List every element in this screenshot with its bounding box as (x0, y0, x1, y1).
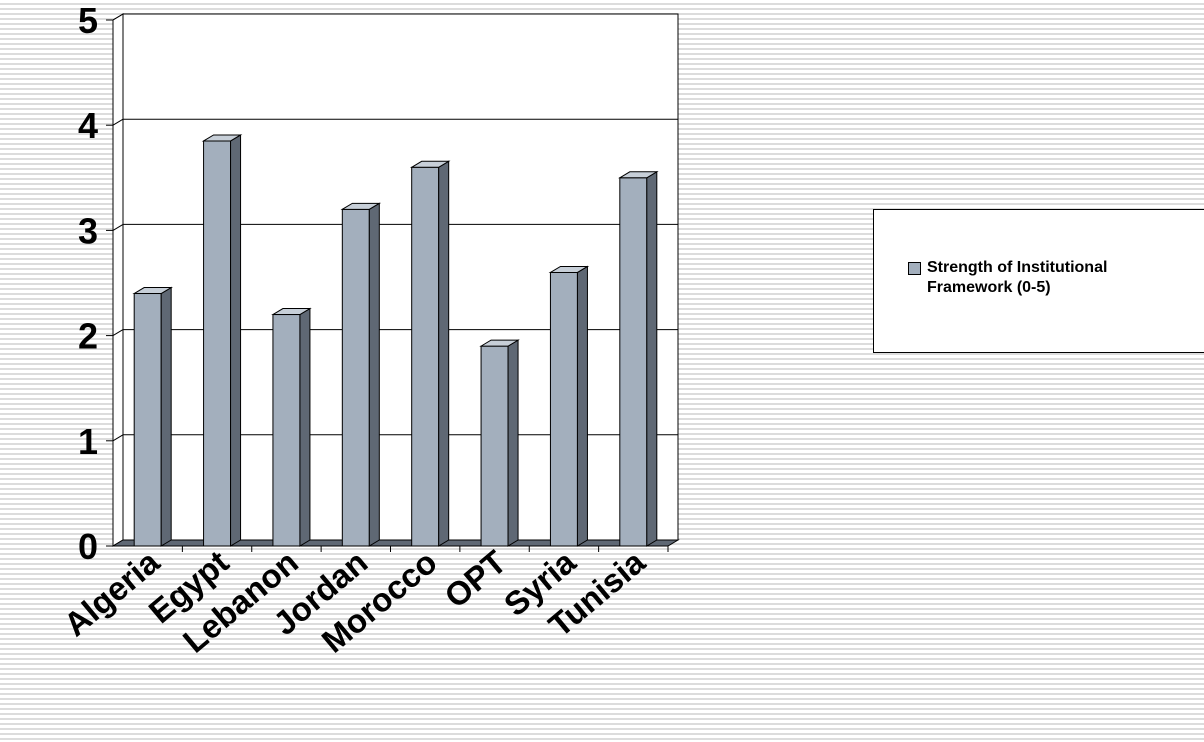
plot-back-wall (112, 13, 679, 547)
y-tick-label: 4 (78, 105, 98, 146)
bar-front (480, 345, 509, 547)
bar (409, 160, 451, 547)
plot-floor (111, 539, 680, 547)
bar-side (438, 160, 450, 547)
gridline-depth (112, 223, 124, 231)
legend-swatch (908, 262, 921, 275)
bar (201, 134, 243, 547)
y-tick-label: 0 (78, 526, 98, 567)
bar-side (368, 202, 380, 547)
bar-side (646, 170, 658, 547)
bar-front (203, 140, 232, 547)
gridline-depth (112, 118, 124, 126)
bar-top (271, 308, 312, 316)
bar-front (549, 271, 578, 547)
legend-label: Strength of Institutional Framework (0-5… (927, 259, 1108, 296)
x-axis: AlgeriaEgyptLebanonJordanMoroccoOPTSyria… (57, 543, 669, 660)
bar-side (576, 265, 588, 547)
floor-plane (111, 539, 680, 547)
bar-top (479, 339, 520, 347)
bar-side (299, 307, 311, 547)
bar-front (272, 314, 301, 547)
bar-top (548, 265, 590, 273)
bar (618, 170, 659, 547)
legend: Strength of Institutional Framework (0-5… (873, 209, 1204, 353)
bar-top (340, 202, 382, 210)
bar-top (618, 171, 659, 179)
legend-entry: Strength of Institutional Framework (0-5… (908, 258, 1197, 298)
gridline-depth (112, 13, 124, 21)
bar (479, 339, 520, 547)
y-axis: 0 1 2 3 4 5 (78, 0, 114, 567)
bar (548, 265, 590, 547)
bar (340, 202, 382, 547)
y-tick-label: 3 (78, 210, 98, 251)
gridline-depth (112, 434, 124, 442)
x-tick-label: Algeria (57, 543, 167, 644)
bars (132, 134, 659, 547)
y-tick-label: 1 (78, 421, 98, 462)
y-tick-label: 5 (78, 0, 98, 41)
bar-front (341, 208, 370, 547)
bar-top (201, 134, 243, 142)
side-wall (112, 13, 124, 547)
bar-front (133, 293, 162, 547)
bar-side (507, 339, 519, 547)
bar-top (132, 287, 173, 295)
bar-top (409, 160, 451, 168)
bar-front (411, 166, 440, 547)
x-tick-label: OPT (437, 543, 513, 615)
bar-side (160, 286, 172, 547)
bar (132, 286, 173, 547)
gridline-depth (112, 329, 124, 337)
bar (271, 307, 312, 547)
y-tick-label: 2 (78, 316, 98, 357)
bar-front (619, 177, 648, 547)
bar-side (230, 134, 242, 547)
